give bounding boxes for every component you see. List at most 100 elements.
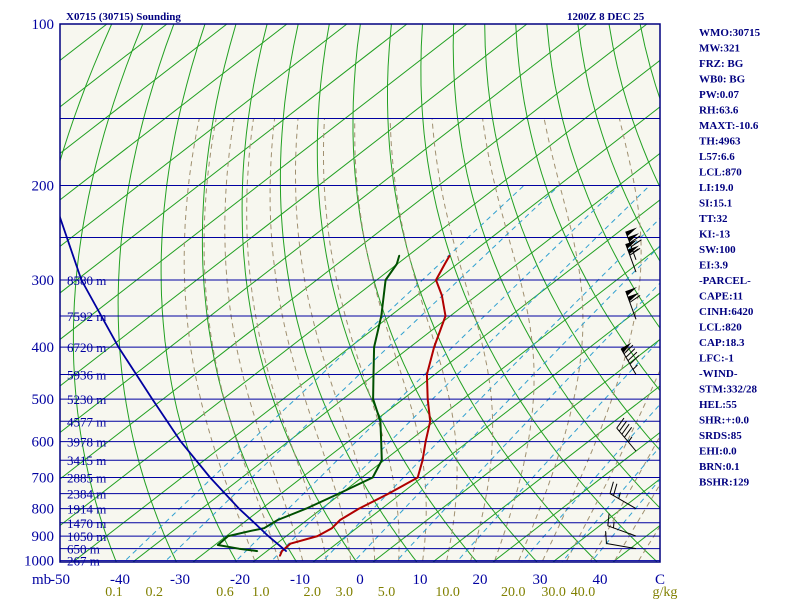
dewpoint-point xyxy=(373,346,375,348)
height-label: 2885 m xyxy=(67,471,106,486)
dry-adiabat-line xyxy=(420,24,658,562)
mixing-ratio-label: 5.0 xyxy=(378,585,396,600)
dewpoint-point xyxy=(384,279,387,281)
isotherm-line xyxy=(60,24,528,387)
index-value: -PARCEL- xyxy=(699,275,751,287)
parcel-point xyxy=(117,346,120,348)
dewpoint-point xyxy=(250,530,252,532)
index-value: WB0: BG xyxy=(699,74,746,86)
dewpoint-profile-line xyxy=(216,255,401,553)
moist-adiabat-line xyxy=(389,118,458,561)
dewpoint-point xyxy=(398,254,401,257)
isotherm-line xyxy=(372,338,660,562)
parcel-profile-line xyxy=(60,214,287,552)
wind-barb-feather xyxy=(616,417,625,429)
dewpoint-point xyxy=(217,544,219,546)
temperature-tick-label: -50 xyxy=(50,572,70,588)
index-value: STM:332/28 xyxy=(699,384,758,396)
dry-adiabat-line xyxy=(279,24,418,562)
index-value: SI:15.1 xyxy=(699,198,732,210)
dewpoint-point xyxy=(380,440,383,443)
moist-adiabat-line xyxy=(482,118,535,561)
isotherm-line xyxy=(252,245,660,562)
dry-adiabat-line xyxy=(117,24,178,562)
wind-barb-feather xyxy=(624,426,633,438)
temperature-point xyxy=(426,398,429,400)
wind-barb-feather xyxy=(625,348,636,358)
temperature-tick-label: 40 xyxy=(593,572,608,588)
dewpoint-point xyxy=(238,547,240,550)
moist-adiabat-line xyxy=(590,435,660,561)
temperature-point xyxy=(433,346,435,348)
mixing-ratio-line xyxy=(395,282,660,562)
dry-adiabat-line xyxy=(72,24,144,562)
wind-barb-flag xyxy=(621,342,632,353)
isotherm-line xyxy=(312,292,660,562)
dry-adiabat-line xyxy=(484,24,660,451)
sounding-profiles xyxy=(60,214,451,557)
dry-adiabat-line xyxy=(352,24,538,562)
dewpoint-point xyxy=(372,373,375,376)
dry-adiabat-line xyxy=(764,24,800,572)
moist-adiabat-line xyxy=(246,118,328,561)
parcel-point xyxy=(267,535,270,537)
index-value: RH:63.6 xyxy=(699,105,739,117)
height-label: 6720 m xyxy=(67,340,106,355)
moist-adiabat-line xyxy=(203,118,280,561)
mixing-ratio-lines xyxy=(123,185,660,562)
index-value: PW:0.07 xyxy=(699,89,740,101)
parcel-point xyxy=(80,279,83,281)
wind-barb-feather xyxy=(629,235,641,244)
mixing-ratio-label: 0.6 xyxy=(216,585,234,600)
pressure-tick-label: 500 xyxy=(32,392,55,408)
wind-barb-feather xyxy=(613,483,618,496)
pressure-tick-label: 100 xyxy=(32,17,55,33)
pressure-tick-label: 600 xyxy=(32,435,55,451)
temperature-point xyxy=(426,373,428,376)
index-value: CAP:18.3 xyxy=(699,337,745,349)
height-label: 3978 m xyxy=(67,435,106,450)
isotherm-line xyxy=(552,478,660,562)
mixing-ratio-label: 0.1 xyxy=(105,585,123,600)
isotherm-line xyxy=(60,24,288,201)
dewpoint-point xyxy=(379,420,382,423)
wind-barb xyxy=(625,286,641,320)
plot-frame xyxy=(59,23,661,563)
dry-adiabat-line xyxy=(160,24,238,562)
wind-barb-staff xyxy=(609,493,637,510)
mixing-ratio-label: 1.0 xyxy=(252,585,270,600)
wind-barb-staff xyxy=(607,525,637,537)
moist-adiabat-line xyxy=(354,118,427,561)
wind-barb-feather xyxy=(629,355,640,365)
temperature-point xyxy=(444,315,447,317)
wind-barb-flag xyxy=(625,227,638,237)
temperature-point xyxy=(331,527,333,529)
parcel-point xyxy=(151,398,154,400)
temperature-point xyxy=(279,555,281,557)
wind-barb-feather xyxy=(607,513,610,526)
pressure-tick-label: 200 xyxy=(32,179,55,195)
mixing-ratio-line xyxy=(234,185,620,562)
wind-barb-staff xyxy=(616,427,637,452)
dry-adiabat-line xyxy=(733,24,800,572)
index-value: SRDS:85 xyxy=(699,430,742,442)
wind-barb xyxy=(616,417,637,452)
moist-adiabat-line xyxy=(566,368,660,561)
dewpoint-point xyxy=(380,315,383,317)
dry-adiabat-line xyxy=(316,24,478,562)
pressure-tick-label: 400 xyxy=(32,340,55,356)
wind-barb-feather xyxy=(630,239,642,248)
height-label: 8580 m xyxy=(67,273,106,288)
height-label: 267 m xyxy=(67,554,100,569)
mixing-ratio-label: 0.2 xyxy=(145,585,163,600)
index-value: FRZ: BG xyxy=(699,58,744,70)
temperature-point xyxy=(448,254,451,257)
index-value: CAPE:11 xyxy=(699,291,743,303)
dewpoint-point xyxy=(381,459,383,462)
moist-adiabat-line xyxy=(518,118,584,561)
isotherm-line xyxy=(60,24,228,155)
parcel-point xyxy=(285,550,287,552)
isotherm-line xyxy=(60,24,648,480)
mixing-ratio-line xyxy=(123,185,525,562)
